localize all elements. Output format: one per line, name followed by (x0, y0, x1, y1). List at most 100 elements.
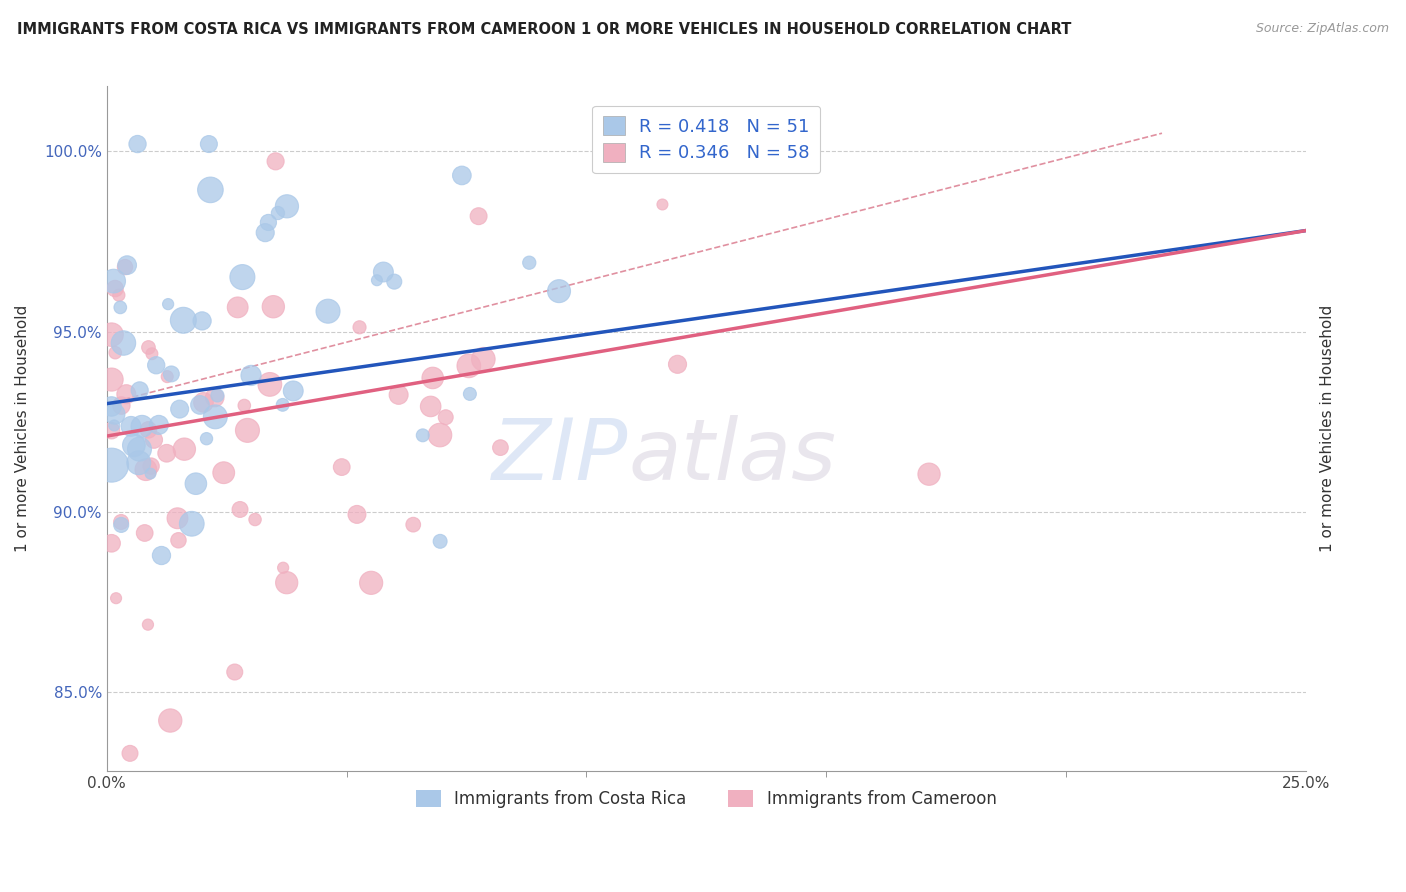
Point (104, 281, 127, 295)
Point (157, 297, 180, 311)
Point (402, 517, 425, 532)
Point (271, 398, 294, 412)
Point (127, 136, 149, 151)
Point (131, 419, 153, 434)
Point (382, 275, 405, 289)
Point (472, 352, 495, 367)
Point (169, 402, 191, 417)
Point (172, 313, 194, 327)
Point (419, 400, 441, 414)
Point (100, 424, 122, 438)
Point (489, 441, 512, 455)
Point (108, 288, 131, 302)
Point (388, 388, 411, 402)
Point (254, 226, 277, 240)
Point (257, 215, 280, 229)
Point (204, 391, 226, 405)
Point (198, 136, 221, 151)
Point (267, 206, 290, 220)
Point (262, 300, 284, 314)
Point (467, 209, 489, 223)
Point (160, 367, 183, 381)
Point (212, 466, 235, 480)
Y-axis label: 1 or more Vehicles in Household: 1 or more Vehicles in Household (1320, 305, 1334, 552)
Point (143, 433, 166, 447)
Point (104, 345, 127, 359)
Point (191, 314, 214, 328)
Point (651, 197, 673, 211)
Point (349, 320, 371, 334)
Point (330, 460, 353, 475)
Point (139, 467, 162, 481)
Point (134, 526, 156, 541)
Legend: Immigrants from Costa Rica, Immigrants from Cameroon: Immigrants from Costa Rica, Immigrants f… (409, 783, 1004, 814)
Point (276, 575, 298, 590)
Point (422, 371, 444, 385)
Point (316, 304, 339, 318)
Point (110, 517, 132, 532)
Point (122, 438, 145, 452)
Point (148, 417, 170, 432)
Point (118, 747, 141, 761)
Point (366, 273, 388, 287)
Point (666, 357, 689, 371)
Point (100, 536, 122, 550)
Point (100, 458, 122, 472)
Point (136, 617, 159, 632)
Point (139, 459, 162, 474)
Point (103, 418, 125, 433)
Point (103, 274, 125, 288)
Point (166, 511, 188, 525)
Point (112, 336, 135, 351)
Point (110, 399, 132, 413)
Point (173, 442, 195, 457)
Point (918, 467, 941, 482)
Point (373, 265, 395, 279)
Point (110, 515, 132, 529)
Point (360, 575, 382, 590)
Point (110, 301, 132, 315)
Point (135, 463, 157, 477)
Point (156, 446, 179, 460)
Point (184, 476, 207, 491)
Point (105, 591, 128, 606)
Point (548, 284, 571, 298)
Point (150, 549, 173, 563)
Point (115, 258, 138, 272)
Point (100, 327, 122, 342)
Point (120, 419, 142, 434)
Point (100, 373, 122, 387)
Point (207, 388, 229, 402)
Point (193, 395, 215, 409)
Point (434, 410, 457, 425)
Point (231, 270, 253, 285)
Point (180, 516, 202, 531)
Y-axis label: 1 or more Vehicles in Household: 1 or more Vehicles in Household (15, 305, 30, 552)
Point (159, 714, 181, 728)
Point (204, 409, 226, 424)
Point (276, 199, 298, 213)
Point (128, 456, 150, 470)
Point (114, 260, 136, 274)
Point (100, 400, 122, 414)
Point (188, 398, 211, 412)
Point (141, 347, 163, 361)
Point (115, 387, 138, 401)
Point (128, 384, 150, 398)
Point (236, 423, 259, 437)
Point (195, 432, 218, 446)
Point (412, 428, 434, 442)
Text: ZIP: ZIP (492, 415, 628, 498)
Point (200, 183, 222, 197)
Point (128, 442, 150, 457)
Point (104, 407, 127, 421)
Point (226, 301, 249, 315)
Point (138, 341, 160, 355)
Point (346, 508, 368, 522)
Point (283, 384, 305, 398)
Point (224, 665, 246, 679)
Point (259, 377, 281, 392)
Point (458, 387, 481, 401)
Point (167, 533, 190, 548)
Point (243, 512, 266, 526)
